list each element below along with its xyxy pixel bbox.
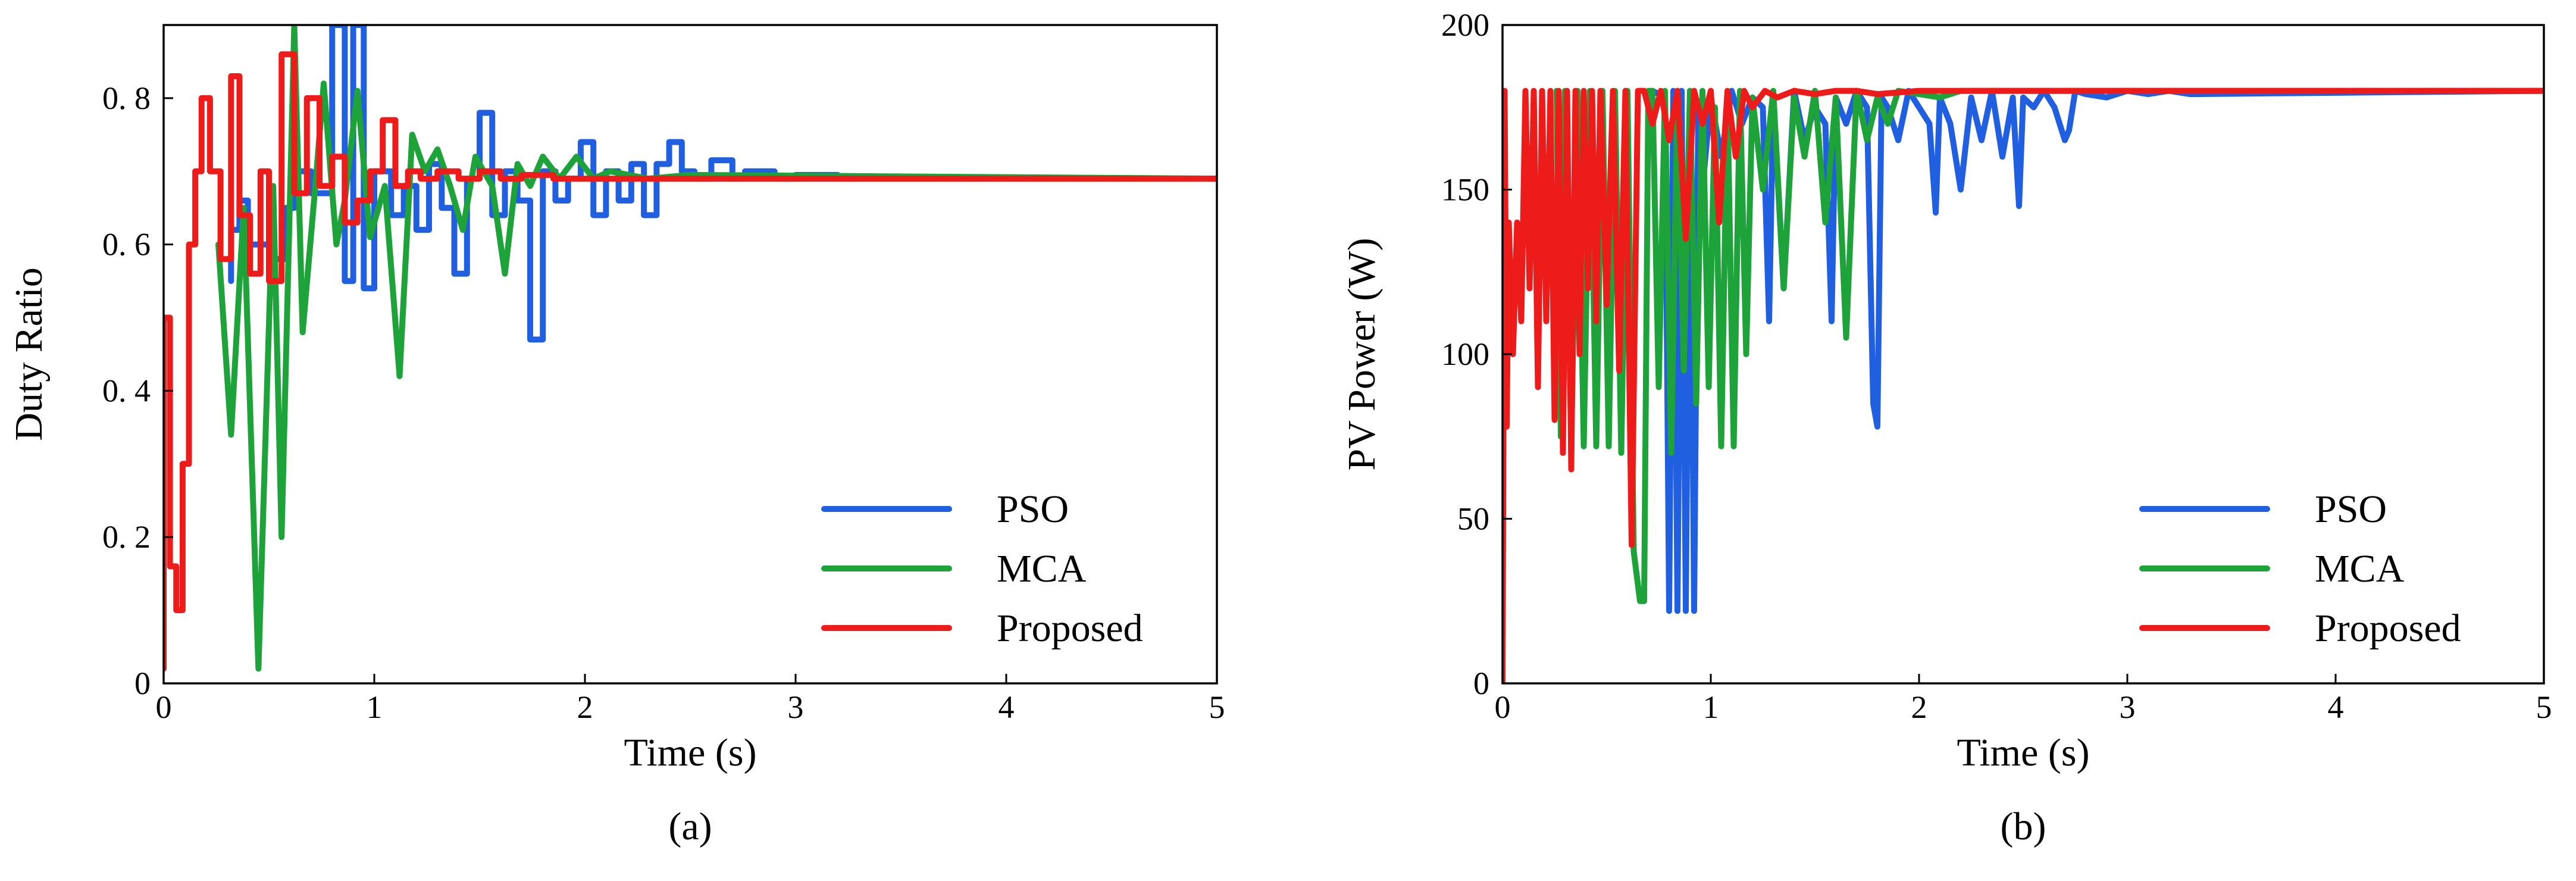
- x-tick-label: 4: [999, 689, 1015, 725]
- y-tick-label: 50: [1457, 501, 1489, 537]
- x-tick-label: 0: [156, 689, 172, 725]
- series-group: [164, 25, 1217, 672]
- y-tick-label: 0. 2: [102, 519, 151, 555]
- y-tick-label: 150: [1441, 172, 1489, 208]
- legend: PSO MCA Proposed: [2139, 488, 2461, 650]
- x-tick-label: 0: [1495, 689, 1511, 725]
- y-tick-label: 0: [134, 666, 151, 701]
- x-tick-label: 4: [2328, 689, 2344, 725]
- x-tick-label: 1: [1703, 689, 1719, 725]
- series-line-mca: [1554, 88, 2544, 604]
- y-axis-label: Duty Ratio: [7, 267, 51, 441]
- x-axis-label: Time (s): [624, 731, 756, 774]
- panel-a: 0 1 2 3 4 5 0 0. 2 0. 4 0. 6 0. 8 Time (s) Duty Rati…: [7, 24, 1225, 848]
- legend-label-mca: MCA: [2315, 547, 2405, 591]
- x-axis-label: Time (s): [1957, 731, 2089, 774]
- legend-label-mca: MCA: [997, 547, 1087, 591]
- y-tick-label: 100: [1441, 336, 1489, 372]
- series-group: [1503, 88, 2544, 683]
- legend-label-pso: PSO: [997, 488, 1069, 531]
- series-line-mca: [215, 25, 1217, 672]
- legend-label-proposed: Proposed: [2315, 607, 2461, 650]
- x-tick-label: 3: [788, 689, 804, 725]
- x-tick-label: 2: [577, 689, 593, 725]
- y-tick-label: 0. 6: [102, 227, 151, 263]
- series-line-pso: [228, 25, 1217, 343]
- y-tick-label: 200: [1441, 7, 1489, 43]
- x-tick-label: 3: [2120, 689, 2136, 725]
- panel-caption: (b): [2001, 805, 2046, 848]
- series-line-proposed: [1503, 88, 2544, 683]
- y-tick-label: 0. 4: [102, 373, 151, 408]
- y-tick-label: 0. 8: [102, 80, 151, 116]
- legend: PSO MCA Proposed: [821, 488, 1143, 650]
- x-tick-label: 2: [1911, 689, 1927, 725]
- x-tick-label: 1: [367, 689, 383, 725]
- plot-frame: [162, 24, 1218, 685]
- y-axis-label: PV Power (W): [1340, 238, 1384, 470]
- legend-label-pso: PSO: [2315, 488, 2387, 531]
- panel-caption: (a): [668, 805, 712, 848]
- series-line-pso: [1649, 88, 2544, 614]
- x-tick-label: 5: [2536, 689, 2552, 725]
- series-line-proposed: [164, 51, 1217, 672]
- x-tick-label: 5: [1209, 689, 1225, 725]
- y-tick-label: 0: [1473, 666, 1489, 701]
- legend-label-proposed: Proposed: [997, 607, 1143, 650]
